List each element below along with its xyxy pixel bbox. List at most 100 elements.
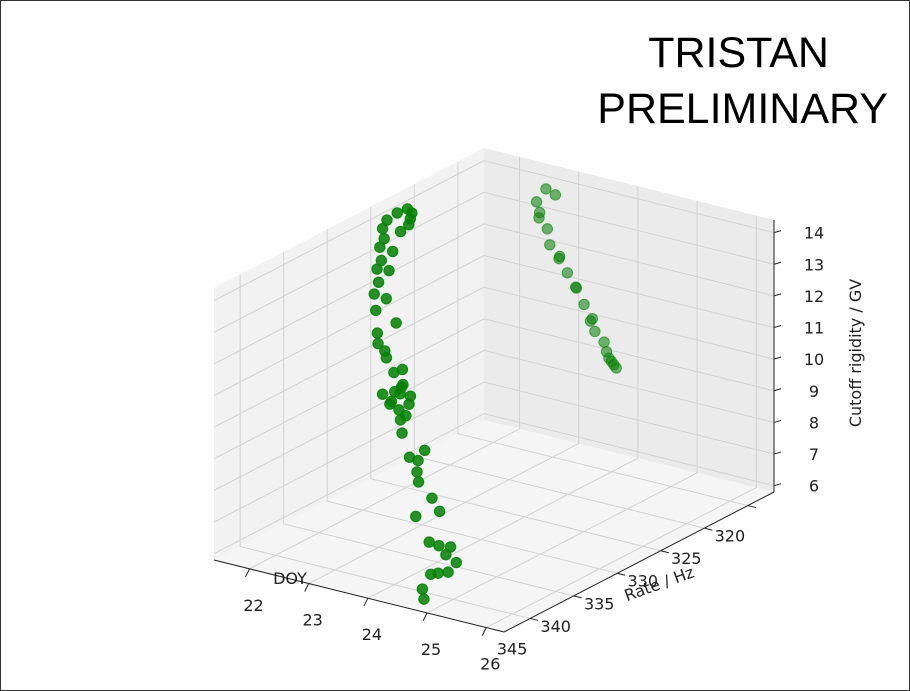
data-points [368, 183, 622, 605]
pane-right-wall [484, 148, 774, 492]
z-tick [773, 261, 782, 265]
z-tick [773, 230, 782, 234]
data-point [375, 254, 388, 267]
gridline-z [213, 223, 775, 365]
data-point [530, 196, 543, 208]
data-point [610, 362, 622, 374]
data-point [440, 549, 452, 561]
gridline-y [426, 200, 698, 614]
y-tick [304, 583, 310, 592]
z-tick-label: 10 [804, 350, 824, 369]
x-tick [617, 572, 626, 576]
y-axis-line [213, 559, 505, 633]
data-point [584, 315, 597, 327]
data-point [540, 183, 552, 195]
y-axis-label: Rate / Hz [622, 562, 697, 605]
data-point [381, 214, 393, 226]
y-tick [245, 568, 250, 578]
x-tick [704, 527, 713, 531]
x-tick-label: 330 [628, 572, 659, 591]
data-point [403, 398, 415, 410]
data-point [570, 282, 583, 294]
data-point [426, 492, 438, 504]
z-tick-label: 11 [804, 319, 824, 338]
z-tick-label: 13 [804, 255, 824, 274]
data-point [372, 337, 384, 350]
z-tick [773, 325, 782, 329]
z-tick-label: 14 [804, 224, 824, 243]
data-point [372, 276, 385, 288]
gridline-z [213, 381, 775, 523]
gridline-z [213, 413, 775, 555]
y-tick-label: 24 [362, 625, 382, 644]
data-point [541, 223, 554, 235]
data-point [370, 304, 382, 317]
z-tick [773, 388, 782, 392]
data-point [390, 317, 402, 329]
data-point [433, 505, 446, 518]
data-point [425, 568, 437, 580]
data-point [418, 593, 430, 605]
gridline-z [213, 255, 775, 396]
z-tick-label: 12 [804, 287, 824, 306]
data-point [433, 539, 445, 552]
pane-floor [214, 420, 774, 632]
x-tick-label: 340 [540, 617, 571, 636]
data-point [394, 225, 407, 238]
y-tick [422, 612, 428, 622]
x-tick [660, 550, 669, 554]
data-point [442, 566, 454, 578]
y-tick-label: 22 [243, 596, 263, 615]
gridline-y [308, 171, 580, 584]
x-tick [530, 617, 539, 621]
gridline-y [486, 215, 757, 629]
gridline-z [213, 191, 775, 333]
data-point [368, 288, 380, 300]
z-tick [773, 419, 782, 423]
y-tick [363, 597, 369, 607]
data-point [561, 267, 574, 279]
gridline-z [213, 160, 775, 302]
data-point [396, 427, 408, 439]
gridline-z [213, 318, 775, 460]
data-point [553, 250, 566, 263]
data-point [418, 444, 431, 457]
y-tick-label: 26 [480, 655, 500, 674]
tick-marks [245, 230, 782, 636]
gridline-x [283, 251, 574, 597]
x-tick-label: 325 [671, 549, 702, 568]
data-point [549, 189, 562, 201]
gridline-x [457, 161, 748, 507]
z-tick [773, 483, 782, 487]
data-point [403, 218, 415, 231]
data-point [416, 583, 429, 595]
x-tick [573, 595, 582, 599]
gridline-z [213, 286, 775, 428]
gridline-z [213, 349, 775, 491]
z-tick [773, 293, 782, 297]
gridline-y [367, 186, 639, 599]
tick-labels: 320 325 330 335 340 345 22 23 24 25 26 6 7 8 9 10 11 12 13… [243, 224, 824, 674]
x-tick-label: 335 [584, 594, 615, 613]
x-tick [747, 505, 756, 509]
data-point [380, 292, 392, 305]
data-point [391, 207, 403, 219]
data-point [389, 385, 401, 398]
x-axis-label: DOY [273, 569, 307, 588]
data-point [383, 264, 395, 277]
y-tick-label: 23 [303, 611, 323, 630]
gridline-x [326, 229, 618, 574]
data-point [400, 409, 412, 422]
data-point [410, 510, 422, 523]
data-point [412, 476, 425, 488]
data-point [376, 388, 389, 400]
z-tick [773, 356, 782, 360]
gridline-x [239, 274, 531, 619]
x-tick-label: 345 [497, 639, 528, 658]
data-point [411, 466, 423, 478]
x-axis-line [503, 491, 775, 633]
data-point [450, 556, 463, 569]
data-point [378, 232, 390, 245]
data-point [578, 298, 590, 311]
